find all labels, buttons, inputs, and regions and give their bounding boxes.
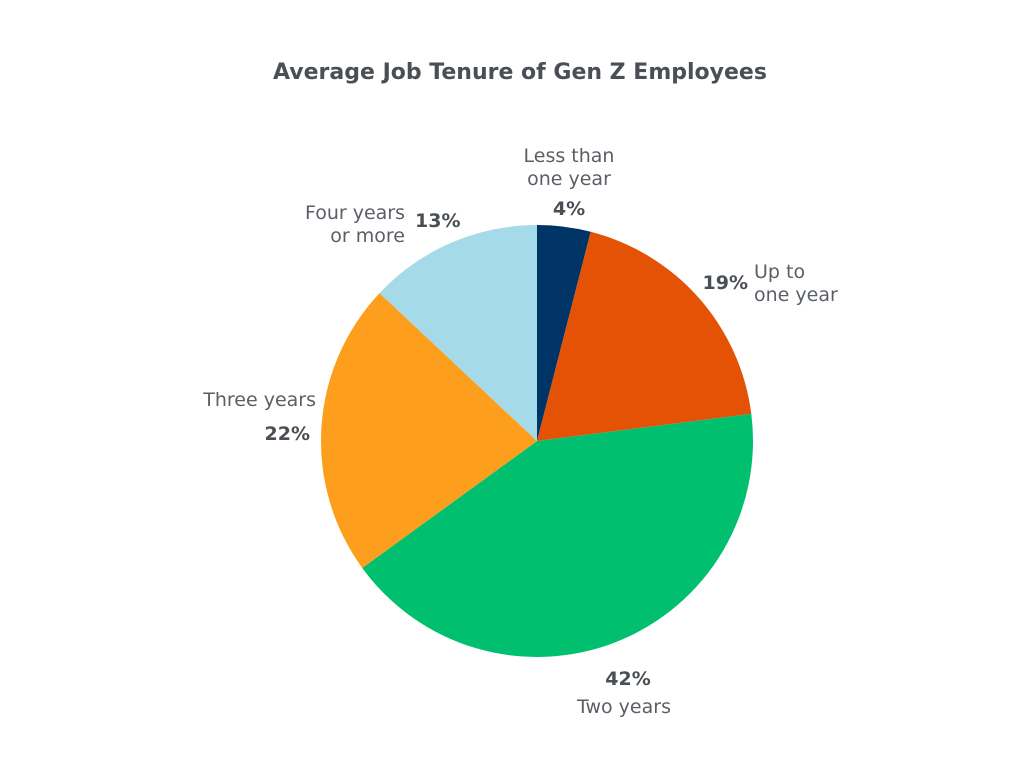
slice-label-2: Two years — [576, 696, 671, 718]
pie-slice-2 — [362, 413, 753, 657]
slice-label-4: Four years or more — [305, 202, 405, 247]
chart-title: Average Job Tenure of Gen Z Employees — [273, 60, 767, 85]
slice-percent-3: 22% — [265, 423, 310, 445]
slice-percent-1: 19% — [703, 272, 748, 294]
slice-label-3: Three years — [202, 389, 316, 411]
pie-slice-0 — [537, 225, 591, 441]
slice-label-1: Up to one year — [754, 261, 838, 306]
slice-label-0: Less than one year — [524, 145, 615, 190]
slice-percent-0: 4% — [553, 198, 585, 220]
slice-percent-4: 13% — [415, 210, 460, 232]
pie-slice-1 — [537, 231, 752, 441]
slice-percent-2: 42% — [605, 668, 650, 690]
pie-slice-4 — [379, 225, 537, 441]
pie-slice-3 — [321, 293, 537, 568]
